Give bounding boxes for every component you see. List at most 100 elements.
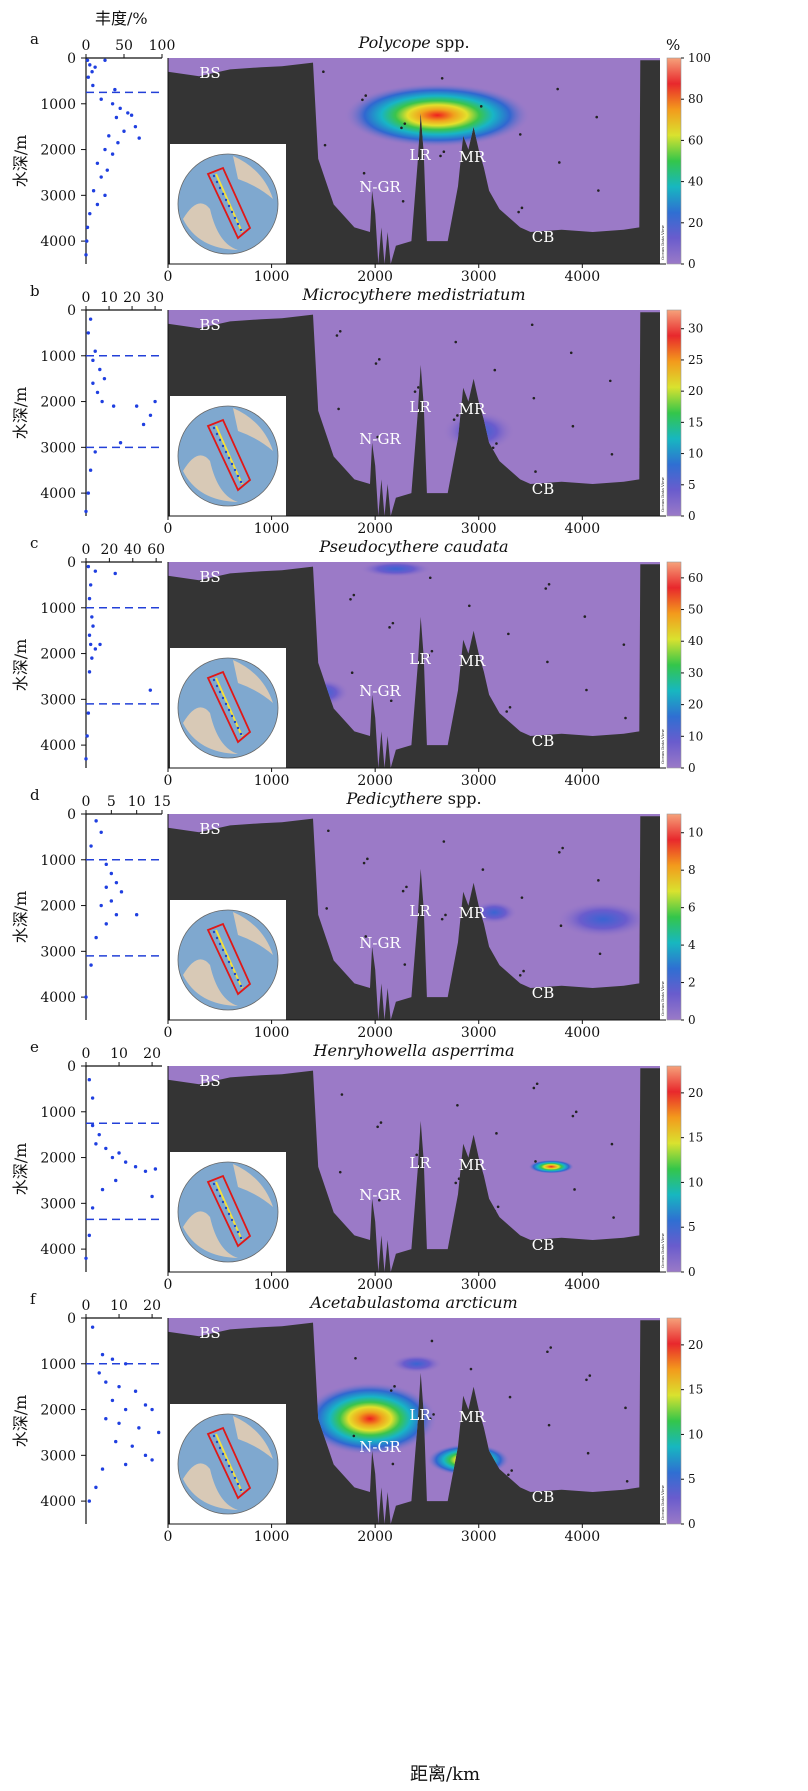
- sample-station: [625, 1479, 629, 1483]
- depth-tick-label: 4000: [40, 1242, 76, 1258]
- sample-station: [393, 1385, 396, 1388]
- panel-title-italic: Acetabulastoma arcticum: [308, 1293, 517, 1312]
- inset-station: [230, 462, 234, 466]
- region-label: LR: [409, 1406, 431, 1424]
- sample-station: [510, 1469, 513, 1472]
- abundance-tick-label: 20: [143, 1298, 161, 1314]
- region-label: CB: [532, 984, 555, 1002]
- abundance-point: [114, 1439, 118, 1444]
- sample-station: [350, 671, 354, 674]
- abundance-point: [110, 102, 115, 106]
- inset-station: [224, 1458, 228, 1462]
- abundance-point: [90, 615, 94, 619]
- abundance-point: [93, 647, 98, 651]
- inset-map-land: [183, 203, 238, 250]
- abundance-hotspot: [528, 1159, 575, 1174]
- colorbar: [666, 1317, 682, 1525]
- region-label: BS: [199, 820, 220, 838]
- sample-station: [559, 924, 563, 927]
- sample-station: [391, 621, 395, 625]
- colorbar-tick-label: 20: [688, 1086, 703, 1100]
- sample-station: [518, 973, 522, 977]
- colorbar-tick-label: 15: [688, 415, 703, 429]
- sample-station: [532, 396, 536, 400]
- abundance-point: [130, 1444, 134, 1448]
- sample-station: [413, 390, 417, 393]
- sample-station: [442, 840, 446, 843]
- sample-station: [354, 1356, 357, 1360]
- abundance-point: [98, 367, 102, 372]
- depth-tick-label: 3000: [40, 188, 76, 204]
- inset-station: [233, 1224, 237, 1228]
- sample-station: [388, 626, 391, 629]
- region-label: CB: [532, 228, 555, 246]
- abundance-point: [143, 1453, 148, 1458]
- region-label: N-GR: [359, 430, 401, 448]
- sample-station: [597, 189, 600, 192]
- colorbar-tick-label: 25: [688, 353, 703, 367]
- depth-tick-label: 3000: [40, 440, 76, 456]
- inset-station: [239, 984, 243, 988]
- inset-station: [215, 180, 219, 184]
- abundance-point: [84, 253, 88, 257]
- distance-tick-label: 1000: [254, 1277, 290, 1293]
- distance-tick-label: 1000: [254, 269, 290, 285]
- region-label: LR: [409, 1154, 431, 1172]
- sample-station: [469, 1367, 473, 1371]
- panel-letter: b: [30, 282, 40, 300]
- inset-station: [236, 1230, 240, 1234]
- inset-map-ocean: [177, 657, 279, 759]
- abundance-point: [150, 1194, 154, 1199]
- distance-tick-label: 4000: [564, 1025, 600, 1041]
- abundance-point: [89, 963, 93, 967]
- abundance-point: [156, 1430, 161, 1435]
- abundance-hotspot: [390, 1354, 443, 1373]
- distance-tick-label: 0: [164, 773, 173, 789]
- inset-station: [239, 1488, 243, 1492]
- sample-station: [598, 952, 602, 956]
- inset-station: [230, 1218, 234, 1222]
- abundance-point: [93, 65, 97, 69]
- sample-station: [518, 133, 522, 136]
- sample-station: [440, 917, 444, 921]
- sample-station: [496, 1205, 500, 1209]
- abundance-point: [118, 106, 122, 111]
- region-label: BS: [199, 1324, 220, 1342]
- sample-station: [401, 199, 405, 203]
- sample-station: [405, 885, 408, 889]
- inset-station: [233, 720, 237, 724]
- inset-station: [212, 1434, 216, 1438]
- colorbar-tick-label: 5: [688, 478, 696, 492]
- sample-station: [491, 446, 495, 450]
- abundance-point: [85, 225, 90, 230]
- colorbar-tick-label: 60: [688, 571, 703, 585]
- inset-station: [215, 684, 219, 688]
- sample-station: [534, 1160, 537, 1163]
- odv-credit: Ocean Data View: [660, 1233, 665, 1268]
- abundance-point: [98, 642, 102, 647]
- sample-station: [391, 1462, 395, 1466]
- abundance-point: [150, 1458, 154, 1462]
- sample-station: [352, 593, 356, 597]
- sample-station: [325, 907, 328, 910]
- sample-station: [338, 329, 342, 333]
- sample-station: [544, 587, 548, 590]
- inset-station: [224, 450, 228, 454]
- colorbar: [666, 1065, 682, 1273]
- distance-tick-label: 3000: [461, 1277, 497, 1293]
- inset-map-ocean: [177, 1161, 279, 1263]
- region-label: N-GR: [359, 1186, 401, 1204]
- region-label: LR: [409, 146, 431, 164]
- abundance-point: [84, 995, 88, 999]
- inset-map-land: [233, 1416, 273, 1459]
- sample-station: [508, 705, 512, 709]
- colorbar-tick-label: 20: [688, 698, 703, 712]
- abundance-point: [87, 670, 92, 674]
- abundance-point: [90, 1096, 95, 1100]
- top-axis-title: 丰度/%: [95, 9, 148, 28]
- sample-station: [454, 340, 458, 344]
- region-label: LR: [409, 902, 431, 920]
- sample-station: [378, 358, 381, 361]
